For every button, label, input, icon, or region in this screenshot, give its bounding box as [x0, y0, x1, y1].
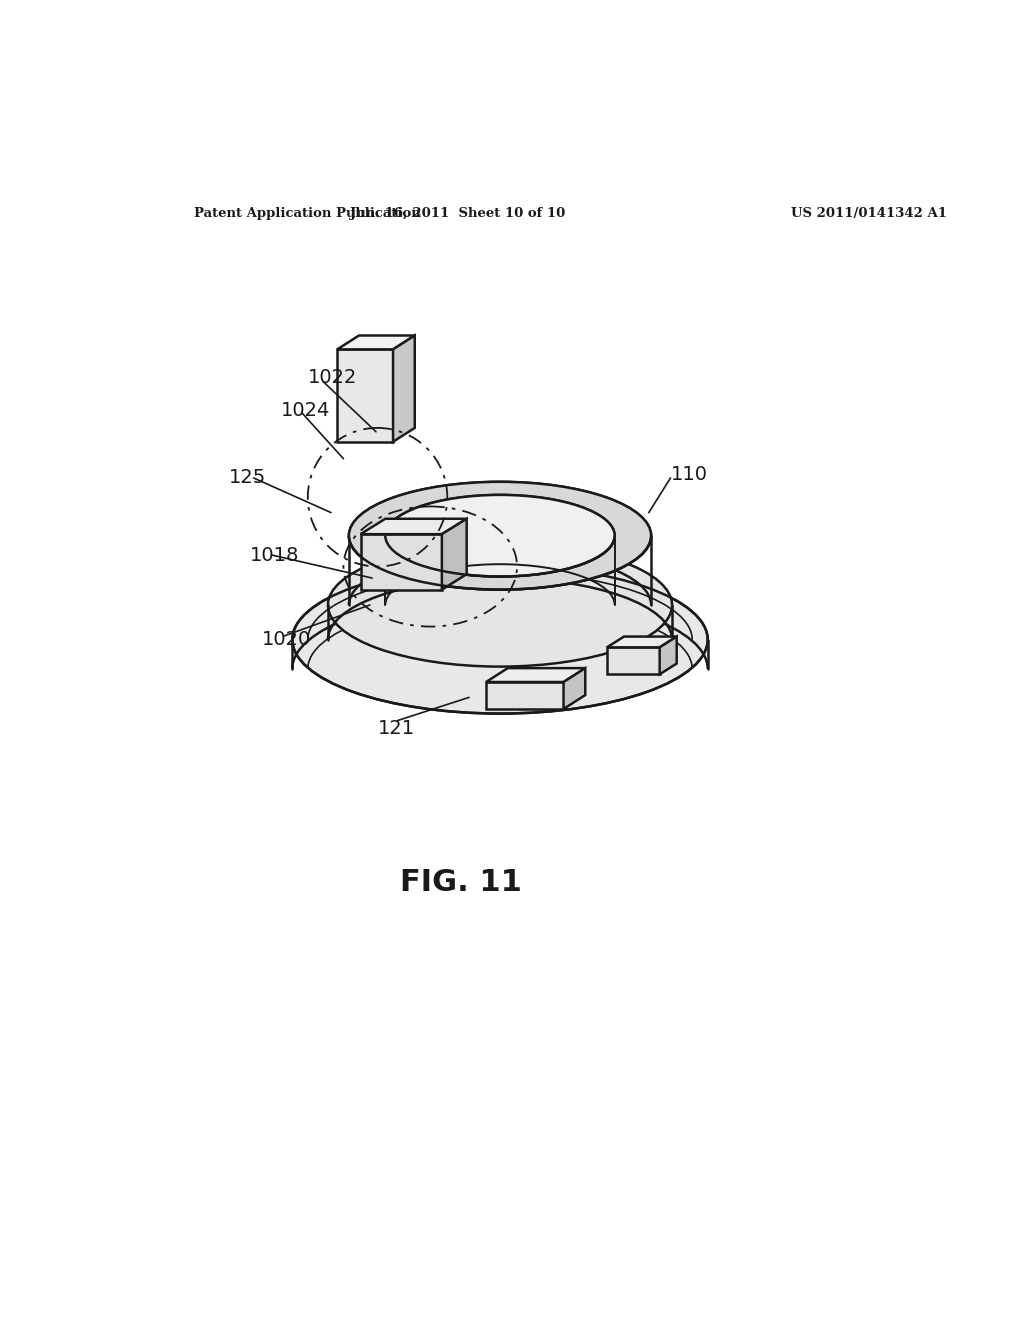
- Ellipse shape: [385, 495, 614, 577]
- Polygon shape: [337, 350, 393, 442]
- Ellipse shape: [292, 566, 708, 714]
- Text: 110: 110: [671, 465, 708, 483]
- Ellipse shape: [385, 495, 614, 577]
- Ellipse shape: [349, 482, 651, 590]
- Polygon shape: [607, 636, 677, 647]
- Text: 121: 121: [378, 718, 415, 738]
- Polygon shape: [393, 335, 415, 442]
- Ellipse shape: [328, 544, 672, 667]
- Text: Patent Application Publication: Patent Application Publication: [194, 207, 421, 220]
- Polygon shape: [442, 519, 467, 590]
- Polygon shape: [486, 668, 586, 682]
- Text: FIG. 11: FIG. 11: [400, 867, 522, 896]
- Polygon shape: [486, 682, 563, 709]
- Polygon shape: [337, 335, 415, 350]
- Text: 1024: 1024: [281, 401, 330, 421]
- Text: 1022: 1022: [308, 368, 357, 387]
- Polygon shape: [659, 636, 677, 675]
- Polygon shape: [360, 519, 467, 535]
- Text: Jun. 16, 2011  Sheet 10 of 10: Jun. 16, 2011 Sheet 10 of 10: [350, 207, 565, 220]
- Text: 1020: 1020: [262, 630, 311, 649]
- Text: 125: 125: [228, 469, 266, 487]
- Polygon shape: [360, 535, 442, 590]
- Text: US 2011/0141342 A1: US 2011/0141342 A1: [791, 207, 946, 220]
- Polygon shape: [563, 668, 586, 709]
- Polygon shape: [607, 647, 659, 675]
- Ellipse shape: [349, 482, 651, 590]
- Text: 1018: 1018: [250, 546, 299, 565]
